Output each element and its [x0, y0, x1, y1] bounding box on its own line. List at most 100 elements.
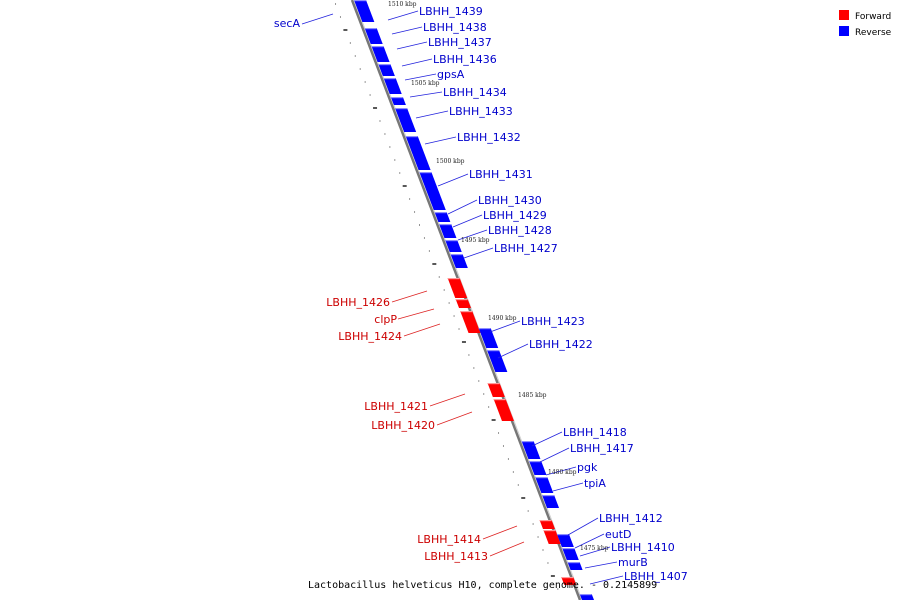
gene-label-tpiA[interactable]: tpiA	[584, 477, 606, 490]
gene-label-pgk[interactable]: pgk	[577, 461, 598, 474]
reverse-gene-block[interactable]	[434, 212, 451, 222]
reverse-gene-block[interactable]	[478, 328, 499, 348]
gene-label-LBHH_1439[interactable]: LBHH_1439	[419, 5, 483, 18]
forward-gene-block[interactable]	[493, 399, 514, 421]
forward-gene-block[interactable]	[543, 530, 561, 544]
gene-label-gpsA[interactable]: gpsA	[437, 68, 465, 81]
reverse-label-leader	[457, 229, 488, 241]
reverse-label-leader	[489, 320, 521, 333]
gene-label-LBHH_1431[interactable]: LBHH_1431	[469, 168, 533, 181]
kbp-label-1510: 1510 kbp	[388, 1, 417, 8]
reverse-gene-block[interactable]	[521, 441, 541, 459]
gene-label-eutD[interactable]: eutD	[605, 528, 632, 541]
gene-label-LBHH_1413[interactable]: LBHH_1413	[424, 550, 488, 563]
gene-label-LBHH_1424[interactable]: LBHH_1424	[338, 330, 402, 343]
reverse-gene-block[interactable]	[405, 136, 431, 170]
gene-label-LBHH_1414[interactable]: LBHH_1414	[417, 533, 481, 546]
gene-label-LBHH_1407[interactable]: LBHH_1407	[624, 570, 688, 583]
reverse-gene-block[interactable]	[419, 172, 446, 210]
legend-reverse-swatch	[839, 26, 849, 36]
gene-label-LBHH_1427[interactable]: LBHH_1427	[494, 242, 558, 255]
gene-label-LBHH_1412[interactable]: LBHH_1412	[599, 512, 663, 525]
reverse-gene-block[interactable]	[354, 0, 375, 22]
gene-label-LBHH_1421[interactable]: LBHH_1421	[364, 400, 428, 413]
kbp-label-1480: 1480 kbp	[548, 469, 577, 476]
reverse-gene-block[interactable]	[556, 534, 574, 547]
reverse-gene-block[interactable]	[378, 64, 395, 76]
gene-label-LBHH_1438[interactable]: LBHH_1438	[423, 21, 487, 34]
gene-label-LBHH_1418[interactable]: LBHH_1418	[563, 426, 627, 439]
reverse-label-leader	[545, 466, 577, 476]
reverse-gene-block[interactable]	[529, 461, 547, 475]
label-leaders	[301, 10, 624, 585]
reverse-label-leader	[437, 173, 469, 187]
gene-label-LBHH_1423[interactable]: LBHH_1423	[521, 315, 585, 328]
kbp-label-1495: 1495 kbp	[461, 237, 490, 244]
reverse-gene-block[interactable]	[364, 28, 383, 44]
forward-gene-block[interactable]	[487, 383, 505, 397]
reverse-label-leader	[387, 10, 419, 21]
reverse-gene-block[interactable]	[445, 240, 462, 252]
reverse-label-leader	[584, 561, 618, 569]
forward-label-leader	[391, 290, 428, 303]
reverse-label-leader	[574, 533, 605, 549]
forward-label-leader	[429, 393, 466, 407]
reverse-gene-block[interactable]	[450, 254, 468, 268]
forward-gene-block[interactable]	[455, 299, 472, 308]
gene-label-LBHH_1417[interactable]: LBHH_1417	[570, 442, 634, 455]
gene-label-LBHH_1432[interactable]: LBHH_1432	[457, 131, 521, 144]
reverse-gene-block[interactable]	[390, 97, 406, 105]
reverse-label-leader	[539, 447, 570, 463]
forward-gene-block[interactable]	[539, 520, 556, 529]
legend-forward-label: Forward	[855, 12, 891, 22]
reverse-gene-labels: LBHH_1439 LBHH_1438 LBHH_1437 LBHH_1436 …	[419, 5, 688, 583]
reverse-gene-block[interactable]	[567, 562, 583, 570]
gene-label-LBHH_1426[interactable]: LBHH_1426	[326, 296, 390, 309]
reverse-label-leader	[396, 41, 428, 50]
reverse-gene-block[interactable]	[542, 495, 560, 508]
gene-blocks	[354, 0, 594, 600]
reverse-gene-block[interactable]	[487, 350, 508, 372]
gene-label-secA[interactable]: secA	[274, 17, 301, 30]
gene-label-LBHH_1420[interactable]: LBHH_1420	[371, 419, 435, 432]
reverse-label-leader	[409, 91, 443, 98]
reverse-label-leader	[391, 26, 423, 35]
gene-label-LBHH_1433[interactable]: LBHH_1433	[449, 105, 513, 118]
forward-gene-block[interactable]	[460, 311, 481, 333]
forward-gene-block[interactable]	[447, 278, 468, 298]
genome-title: Lactobacillus helveticus H10, complete g…	[308, 580, 657, 591]
reverse-gene-block[interactable]	[371, 46, 390, 62]
reverse-gene-block[interactable]	[439, 224, 457, 238]
reverse-label-leader	[424, 136, 457, 145]
reverse-gene-block[interactable]	[383, 78, 402, 94]
reverse-gene-block[interactable]	[535, 477, 554, 493]
reverse-gene-block[interactable]	[395, 108, 417, 132]
reverse-label-leader	[497, 343, 529, 359]
forward-label-leader	[482, 525, 518, 540]
reverse-label-leader	[589, 575, 624, 585]
forward-gene-block[interactable]	[561, 577, 577, 585]
gene-label-LBHH_1410[interactable]: LBHH_1410	[611, 541, 675, 554]
gene-label-LBHH_1434[interactable]: LBHH_1434	[443, 86, 507, 99]
gene-label-clpP[interactable]: clpP	[374, 313, 397, 326]
legend-forward-swatch	[839, 10, 849, 20]
reverse-gene-block[interactable]	[562, 548, 579, 560]
gene-label-LBHH_1436[interactable]: LBHH_1436	[433, 53, 497, 66]
reverse-label-leader	[404, 73, 437, 81]
gene-label-LBHH_1437[interactable]: LBHH_1437	[428, 36, 492, 49]
gene-label-LBHH_1430[interactable]: LBHH_1430	[478, 194, 542, 207]
gene-label-murB[interactable]: murB	[618, 556, 648, 569]
reverse-label-leader	[401, 58, 433, 67]
forward-label-leader	[397, 308, 435, 320]
reverse-label-leader	[567, 517, 599, 536]
reverse-label-leader	[531, 431, 563, 447]
gene-label-LBHH_1422[interactable]: LBHH_1422	[529, 338, 593, 351]
kbp-label-1490: 1490 kbp	[488, 315, 517, 322]
reverse-label-leader	[452, 214, 483, 228]
reverse-gene-block[interactable]	[579, 594, 594, 600]
reverse-label-leader	[301, 13, 334, 25]
kbp-label-1505: 1505 kbp	[411, 80, 440, 87]
gene-label-LBHH_1429[interactable]: LBHH_1429	[483, 209, 547, 222]
gene-label-LBHH_1428[interactable]: LBHH_1428	[488, 224, 552, 237]
